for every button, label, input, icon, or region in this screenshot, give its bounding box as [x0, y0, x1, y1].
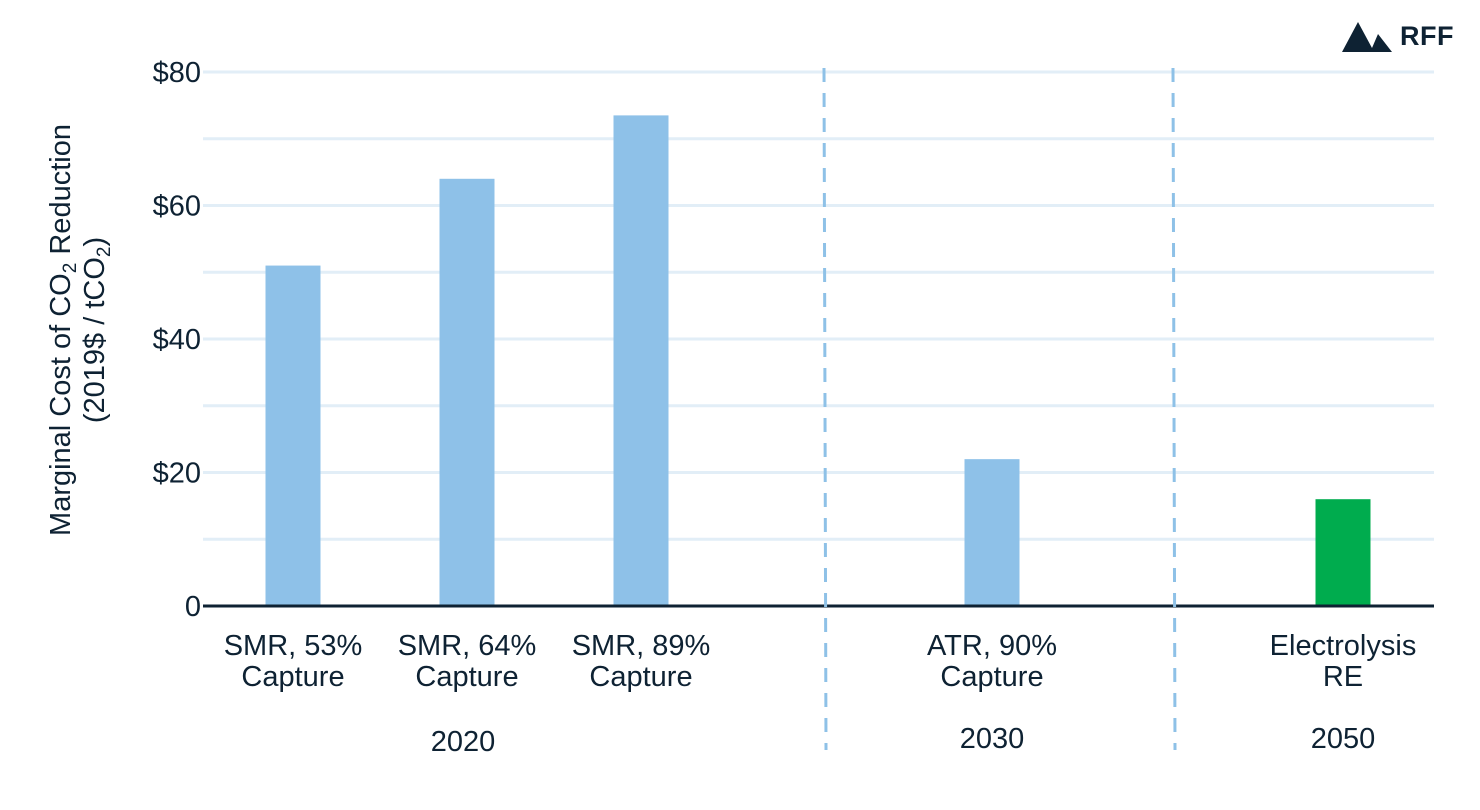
category-label: Capture [940, 661, 1043, 693]
category-label: SMR, 89% [572, 630, 711, 662]
y-tick-label: $60 [153, 191, 201, 223]
group-separator [1171, 67, 1177, 751]
y-tick-label: $80 [153, 57, 201, 89]
bar [265, 265, 321, 606]
y-axis-label: Marginal Cost of CO2 Reduction [45, 124, 81, 536]
category-label: SMR, 64% [398, 630, 537, 662]
y-tick-label: $40 [153, 324, 201, 356]
bar [439, 178, 495, 607]
category-label: Electrolysis [1270, 630, 1417, 662]
category-label: RE [1323, 661, 1363, 693]
y-tick-label: $20 [153, 458, 201, 490]
group-separator [822, 67, 828, 751]
category-label: SMR, 53% [224, 630, 363, 662]
rff-logo: RFF [1342, 20, 1454, 52]
y-tick-label: 0 [185, 591, 201, 623]
group-label: 2050 [1311, 723, 1376, 755]
bar [1315, 499, 1371, 606]
mountain-icon [1342, 22, 1393, 52]
category-label: ATR, 90% [927, 630, 1057, 662]
y-axis-label-units: (2019$ / tCO2) [79, 237, 115, 423]
category-label: Capture [415, 661, 518, 693]
logo-text: RFF [1400, 20, 1454, 51]
group-label: 2020 [431, 726, 496, 758]
bar [964, 459, 1020, 606]
group-label: 2030 [960, 723, 1025, 755]
category-label: Capture [241, 661, 344, 693]
bar [613, 115, 669, 606]
category-label: Capture [589, 661, 692, 693]
